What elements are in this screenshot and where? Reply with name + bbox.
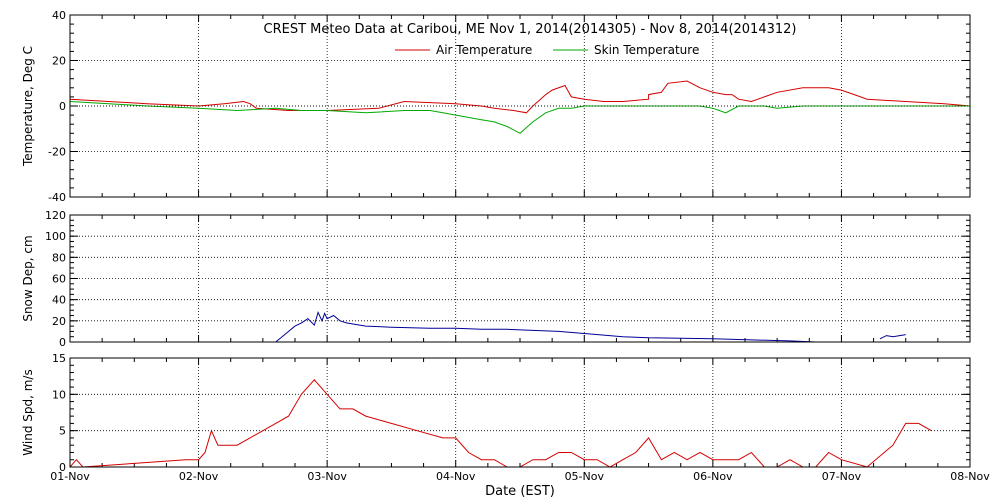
plot-frame [69,357,971,468]
y-tick-label: 120 [45,209,66,222]
legend-skin-label: Skin Temperature [594,43,699,57]
y-tick-label: 60 [52,273,66,286]
y-tick-label: 0 [59,461,66,474]
series-line-2-1 [275,310,906,343]
y-tick-label: 5 [59,425,66,438]
panel-3: 0 5 10 15 Wind Spd, m/s [21,352,971,474]
x-tick-label: 06-Nov [693,470,733,483]
y-tick-label: 0 [59,100,66,113]
legend: Air Temperature Skin Temperature [395,43,699,57]
panel-1: -40 -20 0 20 40 Temperature, Deg C [21,9,971,204]
y-tick-label: 20 [52,55,66,68]
y-tick-label: 40 [52,9,66,22]
y-tick-label: -40 [48,191,66,204]
panel-2: 0 20 40 60 80 100 120 Snow Dep, cm [21,209,971,349]
y-axis-label: Wind Spd, m/s [21,369,35,455]
x-tick-label: 03-Nov [307,470,347,483]
chart-title: CREST Meteo Data at Caribou, ME Nov 1, 2… [264,22,797,37]
x-tick-label: 04-Nov [436,470,476,483]
series-line-1-1 [69,80,971,114]
series-line-1-2 [69,101,970,134]
x-tick-label: 07-Nov [822,470,862,483]
y-tick-label: 0 [59,336,66,349]
y-tick-label: 100 [45,230,66,243]
y-tick-label: 15 [52,352,66,365]
x-tick-label: 02-Nov [179,470,219,483]
y-tick-label: 80 [52,251,66,264]
y-axis-label: Snow Dep, cm [21,235,35,321]
y-axis-label: Temperature, Deg C [21,46,35,167]
x-axis-label: Date (EST) [485,484,555,499]
series-line-3-1 [69,379,932,468]
y-tick-label: 10 [52,388,66,401]
y-tick-label: -20 [48,146,66,159]
plot-frame [69,14,971,198]
panels: -40 -20 0 20 40 Temperature, Deg C 0 20 40 60 80 10… [21,9,990,483]
x-tick-label: 05-Nov [565,470,605,483]
legend-air-label: Air Temperature [436,43,532,57]
plot-frame [69,214,971,343]
y-tick-label: 20 [52,315,66,328]
y-tick-label: 40 [52,294,66,307]
x-tick-label: 08-Nov [950,470,990,483]
x-tick-label: 01-Nov [50,470,90,483]
